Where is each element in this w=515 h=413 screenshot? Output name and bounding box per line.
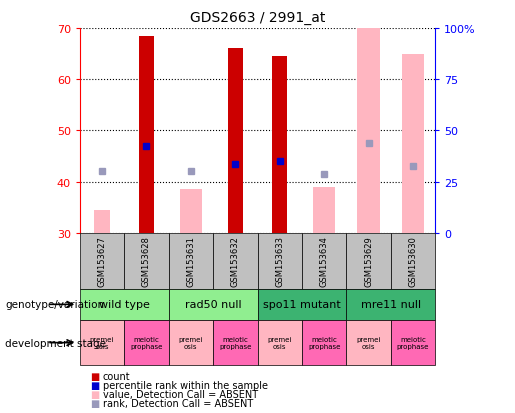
FancyBboxPatch shape xyxy=(213,320,258,366)
Bar xyxy=(313,188,335,233)
Bar xyxy=(180,190,202,233)
Bar xyxy=(139,37,154,233)
FancyBboxPatch shape xyxy=(346,233,391,289)
Text: meiotic
prophase: meiotic prophase xyxy=(130,336,163,349)
Text: GSM153631: GSM153631 xyxy=(186,236,195,287)
Text: premei
osis: premei osis xyxy=(90,336,114,349)
Text: ■: ■ xyxy=(90,389,99,399)
Text: GSM153630: GSM153630 xyxy=(408,236,418,287)
Text: GSM153634: GSM153634 xyxy=(320,236,329,287)
Text: ■: ■ xyxy=(90,398,99,408)
Text: genotype/variation: genotype/variation xyxy=(5,299,104,310)
Text: meiotic
prophase: meiotic prophase xyxy=(219,336,251,349)
Text: development stage: development stage xyxy=(5,338,106,348)
Text: mre11 null: mre11 null xyxy=(360,299,421,310)
Bar xyxy=(272,57,287,233)
Text: value, Detection Call = ABSENT: value, Detection Call = ABSENT xyxy=(103,389,258,399)
Text: premei
osis: premei osis xyxy=(267,336,292,349)
Text: rad50 null: rad50 null xyxy=(185,299,242,310)
FancyBboxPatch shape xyxy=(124,320,169,366)
FancyBboxPatch shape xyxy=(169,320,213,366)
FancyBboxPatch shape xyxy=(169,233,213,289)
Text: meiotic
prophase: meiotic prophase xyxy=(397,336,429,349)
FancyBboxPatch shape xyxy=(169,289,258,320)
FancyBboxPatch shape xyxy=(346,289,435,320)
Text: ■: ■ xyxy=(90,371,99,381)
Text: percentile rank within the sample: percentile rank within the sample xyxy=(103,380,268,390)
Text: count: count xyxy=(103,371,131,381)
FancyBboxPatch shape xyxy=(346,320,391,366)
Bar xyxy=(228,49,243,233)
Title: GDS2663 / 2991_at: GDS2663 / 2991_at xyxy=(190,11,325,25)
Text: GSM153633: GSM153633 xyxy=(275,236,284,287)
FancyBboxPatch shape xyxy=(258,289,346,320)
Text: premei
osis: premei osis xyxy=(356,336,381,349)
Text: premei
osis: premei osis xyxy=(179,336,203,349)
Text: GSM153629: GSM153629 xyxy=(364,236,373,287)
FancyBboxPatch shape xyxy=(213,233,258,289)
FancyBboxPatch shape xyxy=(391,320,435,366)
FancyBboxPatch shape xyxy=(258,320,302,366)
Text: rank, Detection Call = ABSENT: rank, Detection Call = ABSENT xyxy=(103,398,253,408)
Bar xyxy=(402,55,424,233)
FancyBboxPatch shape xyxy=(80,289,169,320)
FancyBboxPatch shape xyxy=(80,233,124,289)
FancyBboxPatch shape xyxy=(302,320,346,366)
Text: GSM153627: GSM153627 xyxy=(97,236,107,287)
FancyBboxPatch shape xyxy=(258,233,302,289)
Text: ■: ■ xyxy=(90,380,99,390)
Text: meiotic
prophase: meiotic prophase xyxy=(308,336,340,349)
Bar xyxy=(94,210,110,233)
FancyBboxPatch shape xyxy=(80,320,124,366)
Text: GSM153632: GSM153632 xyxy=(231,236,240,287)
Text: spo11 mutant: spo11 mutant xyxy=(263,299,341,310)
FancyBboxPatch shape xyxy=(302,233,346,289)
Bar xyxy=(357,29,380,233)
FancyBboxPatch shape xyxy=(124,233,169,289)
Text: wild type: wild type xyxy=(99,299,150,310)
Text: GSM153628: GSM153628 xyxy=(142,236,151,287)
FancyBboxPatch shape xyxy=(391,233,435,289)
